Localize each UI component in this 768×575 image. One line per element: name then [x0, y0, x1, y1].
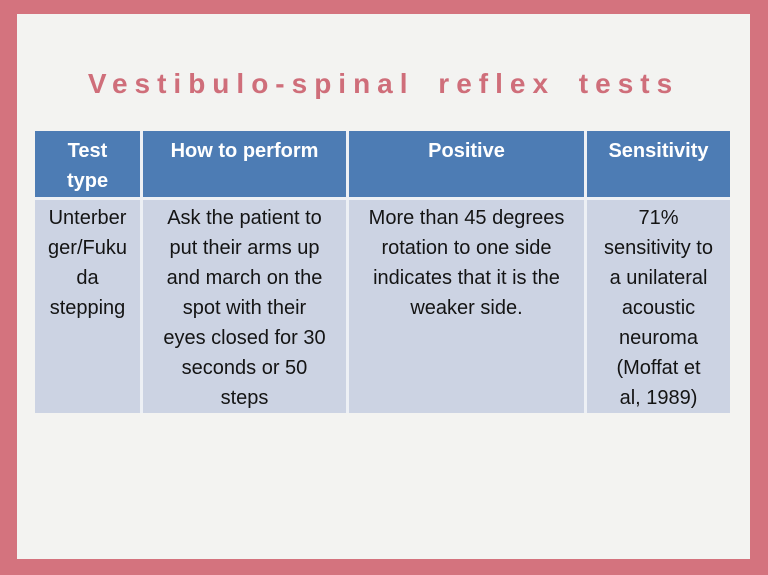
reflex-tests-table: Test type How to perform Positive Sensit…: [35, 131, 730, 413]
table-cell-how-to-perform: Ask the patient to put their arms up and…: [143, 200, 346, 413]
header-cell-how-to-perform: How to perform: [143, 131, 346, 197]
table-cell-test-type: Unterber ger/Fuku da stepping: [35, 200, 140, 413]
table-cell-positive: More than 45 degrees rotation to one sid…: [349, 200, 584, 413]
slide-canvas: Vestibulo-spinal reflex tests Test type …: [17, 14, 750, 559]
header-cell-positive: Positive: [349, 131, 584, 197]
table-cell-sensitivity: 71% sensitivity to a unilateral acoustic…: [587, 200, 730, 413]
slide-title: Vestibulo-spinal reflex tests: [87, 68, 680, 99]
header-cell-test-type: Test type: [35, 131, 140, 197]
header-cell-sensitivity: Sensitivity: [587, 131, 730, 197]
